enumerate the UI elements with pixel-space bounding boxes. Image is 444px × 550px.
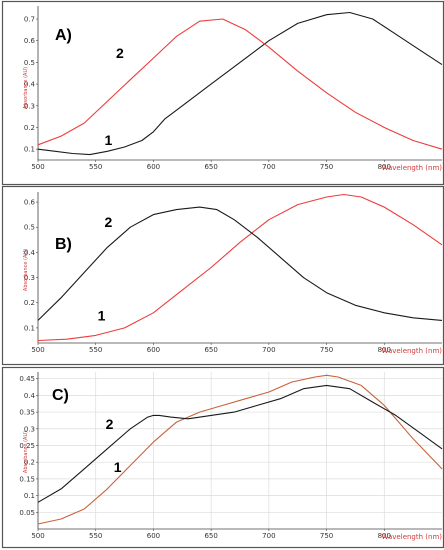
y-tick-label: 0.5 xyxy=(24,224,35,232)
panel-label: B) xyxy=(55,236,72,253)
y-tick-label: 0.1 xyxy=(24,324,35,332)
x-tick-label: 750 xyxy=(320,163,333,171)
y-axis-label: Absorbance (AU) xyxy=(23,249,29,291)
y-tick-label: 0.3 xyxy=(24,425,35,433)
x-tick-label: 650 xyxy=(204,346,217,354)
x-tick-label: 750 xyxy=(320,532,333,540)
series-label-1: 1 xyxy=(114,459,122,475)
series-line-2 xyxy=(37,206,443,321)
x-tick-label: 700 xyxy=(262,163,275,171)
y-axis-label: Absorbance (AU) xyxy=(23,67,29,109)
x-tick-label: 550 xyxy=(89,532,102,540)
series-label-1: 1 xyxy=(105,132,113,148)
y-tick-label: 0.4 xyxy=(24,249,36,257)
panel-1: 0.1 0.2 0.3 0.4 0.5 0.6 0.7 500 550 600 650 700 750 8… xyxy=(1,0,444,186)
y-tick-label: 0.6 xyxy=(24,199,36,207)
y-tick-label: 0.2 xyxy=(24,124,35,132)
y-tick-label: 0.25 xyxy=(19,442,35,450)
x-axis-label: Wavelength (nm) xyxy=(382,164,443,172)
y-tick-label: 0.4 xyxy=(24,392,36,400)
y-tick-label: 0.7 xyxy=(24,16,35,24)
x-tick-label: 800 xyxy=(378,532,391,540)
x-axis-label: Wavelength (nm) xyxy=(382,347,443,355)
y-tick-label: 0.5 xyxy=(24,59,35,67)
series-line-2 xyxy=(37,384,443,503)
y-tick-label: 0.45 xyxy=(19,375,35,383)
series-label-2: 2 xyxy=(116,45,124,61)
y-tick-label: 0.1 xyxy=(24,146,35,154)
panel-3: 0.05 0.1 0.15 0.2 0.25 0.3 0.35 0.4 0.45 500 550 60… xyxy=(1,366,444,549)
x-tick-label: 750 xyxy=(320,346,333,354)
x-tick-label: 800 xyxy=(378,163,391,171)
x-tick-label: 600 xyxy=(147,532,160,540)
x-tick-label: 650 xyxy=(204,532,217,540)
x-tick-label: 800 xyxy=(378,346,391,354)
panel-label: A) xyxy=(55,27,72,44)
panel-2: 0.1 0.2 0.3 0.4 0.5 0.6 500 550 600 650 700 750 800W… xyxy=(1,185,444,366)
panel-label: C) xyxy=(52,387,69,404)
y-tick-label: 0.15 xyxy=(19,475,35,483)
series-label-2: 2 xyxy=(105,214,113,230)
y-tick-label: 0.35 xyxy=(19,409,35,417)
y-tick-label: 0.2 xyxy=(24,459,35,467)
x-tick-label: 500 xyxy=(31,346,44,354)
y-tick-label: 0.2 xyxy=(24,299,35,307)
series-label-1: 1 xyxy=(98,307,106,323)
x-tick-label: 600 xyxy=(147,346,160,354)
y-tick-label: 0.3 xyxy=(24,274,35,282)
x-axis-label: Wavelength (nm) xyxy=(382,533,443,541)
y-tick-label: 0.6 xyxy=(24,37,36,45)
x-tick-label: 700 xyxy=(262,346,275,354)
x-tick-label: 650 xyxy=(204,163,217,171)
y-tick-label: 0.05 xyxy=(19,509,35,517)
series-label-2: 2 xyxy=(106,416,114,432)
x-tick-label: 500 xyxy=(31,163,44,171)
x-tick-label: 500 xyxy=(31,532,44,540)
series-line-2 xyxy=(37,18,443,150)
series-line-1 xyxy=(37,374,443,525)
x-tick-label: 600 xyxy=(147,163,160,171)
y-tick-label: 0.1 xyxy=(24,492,35,500)
x-tick-label: 550 xyxy=(89,346,102,354)
y-tick-label: 0.3 xyxy=(24,102,35,110)
x-tick-label: 550 xyxy=(89,163,102,171)
panel-frame xyxy=(1,185,444,366)
y-tick-label: 0.4 xyxy=(24,81,36,89)
series-line-1 xyxy=(37,193,443,342)
panel-frame xyxy=(1,366,444,549)
series-line-1 xyxy=(37,11,443,156)
x-tick-label: 700 xyxy=(262,532,275,540)
y-axis-label: Absorbance (AU) xyxy=(23,431,29,473)
